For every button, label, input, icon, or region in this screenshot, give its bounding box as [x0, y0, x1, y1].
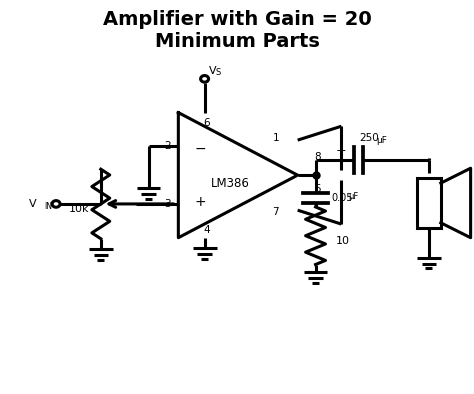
Text: S: S — [216, 69, 221, 77]
Text: µF: µF — [376, 136, 387, 145]
Text: −: − — [194, 141, 206, 155]
Text: +: + — [336, 144, 346, 157]
Text: +: + — [194, 195, 206, 209]
Text: Amplifier with Gain = 20: Amplifier with Gain = 20 — [103, 10, 371, 29]
Text: 250: 250 — [359, 134, 379, 143]
Text: µF: µF — [348, 191, 359, 201]
Text: 0.05: 0.05 — [331, 193, 353, 203]
Text: 3: 3 — [164, 199, 170, 209]
Text: 2: 2 — [164, 141, 170, 151]
Text: 1: 1 — [273, 133, 279, 143]
Text: 10k: 10k — [69, 204, 89, 214]
Text: V: V — [28, 199, 36, 209]
Text: 8: 8 — [314, 152, 321, 162]
Bar — [417, 178, 441, 228]
Text: 6: 6 — [203, 117, 210, 128]
Text: 10: 10 — [336, 236, 349, 246]
Text: V: V — [209, 66, 216, 76]
Text: LM386: LM386 — [210, 177, 249, 190]
Text: IN: IN — [44, 203, 52, 212]
Text: 5: 5 — [314, 184, 321, 194]
Text: 7: 7 — [273, 207, 279, 217]
Text: 4: 4 — [203, 225, 210, 235]
Text: Minimum Parts: Minimum Parts — [155, 32, 319, 50]
